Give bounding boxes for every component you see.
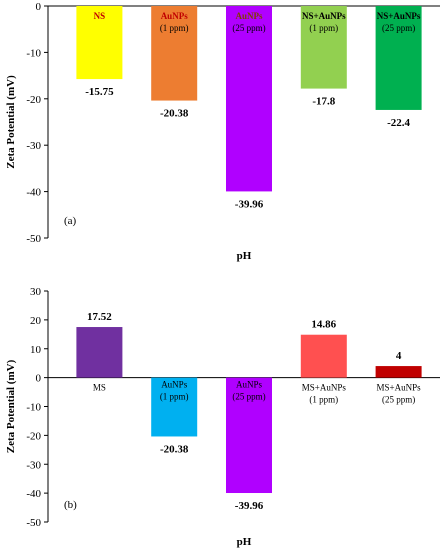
y-tick-label: -10 [26, 47, 41, 59]
category-label: AuNPs [161, 11, 189, 21]
data-label: -22.4 [387, 117, 410, 129]
y-tick-label: 0 [36, 373, 42, 385]
bar [226, 377, 272, 494]
y-tick-label: 10 [30, 344, 42, 356]
category-label: MS [93, 383, 106, 393]
y-tick-label: 30 [30, 286, 42, 298]
category-label: AuNPs [161, 380, 188, 390]
data-label: -39.96 [235, 500, 264, 512]
data-label: 4 [396, 350, 402, 362]
category-label: NS+AuNPs [377, 11, 421, 21]
category-label: MS+AuNPs [302, 383, 347, 393]
y-tick-label: -50 [26, 517, 41, 529]
category-label-sub: (25 ppm) [232, 392, 265, 402]
bar [300, 6, 347, 89]
y-axis-label: Zeta Potential (mV) [5, 359, 17, 453]
y-tick-label: 20 [30, 315, 42, 327]
category-label: NS+AuNPs [302, 11, 346, 21]
y-tick-label: -10 [26, 402, 41, 414]
x-axis-label: pH [237, 536, 252, 548]
bar [151, 377, 198, 437]
y-tick-label: -30 [26, 459, 41, 471]
bar [375, 366, 422, 378]
y-tick-label: -40 [26, 488, 41, 500]
y-tick-label: -20 [26, 94, 41, 106]
category-label: NS [94, 11, 106, 21]
data-label: -15.75 [85, 86, 114, 98]
y-tick-label: -30 [26, 140, 41, 152]
y-tick-label: -20 [26, 430, 41, 442]
data-label: 17.52 [87, 311, 112, 323]
data-label: -20.38 [160, 443, 189, 455]
data-label: 14.86 [311, 319, 336, 331]
panel-label: (b) [64, 499, 77, 511]
data-label: -39.96 [235, 198, 264, 210]
category-label-sub: (25 ppm) [382, 395, 415, 405]
y-axis-label: Zeta Potential (mV) [5, 75, 17, 169]
bar [76, 327, 123, 378]
category-label-sub: (1 ppm) [160, 392, 189, 402]
category-label-sub: (1 ppm) [160, 23, 189, 33]
bar [300, 334, 347, 378]
bar [151, 6, 198, 101]
panel-label: (a) [64, 215, 77, 227]
y-tick-label: -40 [26, 187, 41, 199]
data-label: -17.8 [312, 96, 335, 108]
chart-panel-b: 30 20 10 0 -10 -20 -30 -40 -50 Zeta Potential (mV… [5, 286, 440, 548]
category-label: AuNPs [235, 11, 263, 21]
bar [76, 6, 123, 80]
chart-panel-a: 0 -10 -20 -30 -40 -50 Zeta Potential (mV) pH (a)… [5, 1, 440, 262]
bar [375, 6, 422, 110]
x-axis-label: pH [237, 250, 252, 262]
bar [226, 6, 272, 192]
category-label-sub: (1 ppm) [309, 23, 338, 33]
data-label: -20.38 [160, 108, 189, 120]
category-label-sub: (25 ppm) [382, 23, 415, 33]
category-label-sub: (1 ppm) [309, 395, 338, 405]
category-label: AuNPs [236, 380, 263, 390]
y-tick-label: 0 [36, 1, 42, 13]
category-label-sub: (25 ppm) [232, 23, 265, 33]
category-label: MS+AuNPs [377, 383, 422, 393]
y-tick-label: -50 [26, 233, 41, 245]
